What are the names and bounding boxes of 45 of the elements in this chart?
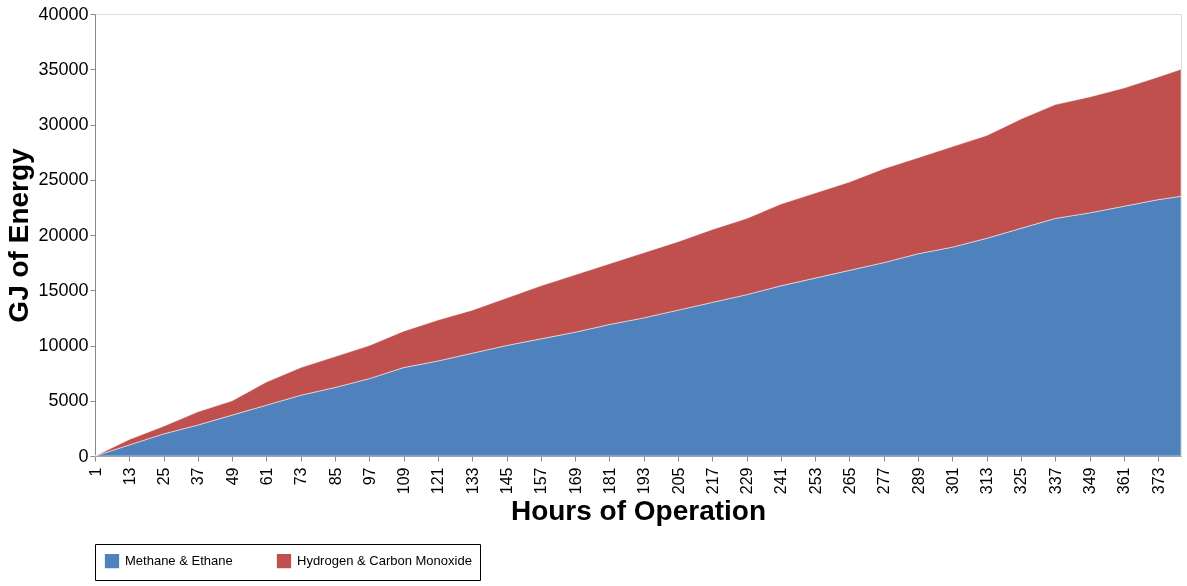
x-tick-label: 373 <box>1149 467 1167 495</box>
x-axis-title: Hours of Operation <box>510 495 767 527</box>
y-tick-label: 20000 <box>38 224 89 245</box>
x-tick-label: 73 <box>292 467 310 486</box>
x-tick-label: 169 <box>566 467 584 495</box>
y-tick-label: 15000 <box>38 279 89 300</box>
x-tick-label: 253 <box>806 467 824 495</box>
x-tick-label: 109 <box>395 467 413 495</box>
y-tick-label: 5000 <box>48 390 89 411</box>
x-tick-label: 349 <box>1081 467 1099 495</box>
x-tick-label: 97 <box>360 467 378 486</box>
x-tick-label: 205 <box>669 467 687 495</box>
legend-label: Methane & Ethane <box>125 553 233 569</box>
x-tick-label: 277 <box>875 467 893 495</box>
x-tick-label: 61 <box>257 467 275 486</box>
x-tick-label: 217 <box>703 467 721 495</box>
x-tick-label: 37 <box>189 467 207 486</box>
x-tick-label: 145 <box>498 467 516 495</box>
x-tick-label: 313 <box>978 467 996 495</box>
x-tick-label: 241 <box>772 467 790 495</box>
legend-label: Hydrogen & Carbon Monoxide <box>297 553 472 569</box>
x-tick-label: 193 <box>635 467 653 495</box>
x-tick-label: 337 <box>1046 467 1064 495</box>
x-tick-label: 289 <box>909 467 927 495</box>
x-tick-label: 121 <box>429 467 447 495</box>
x-tick-label: 85 <box>326 467 344 486</box>
y-tick-label: 35000 <box>38 58 89 79</box>
y-tick-label: 10000 <box>38 335 89 355</box>
y-tick-label: 40000 <box>38 3 89 24</box>
x-tick-label: 325 <box>1012 467 1030 495</box>
x-tick-label: 25 <box>155 467 173 486</box>
y-tick-label: 30000 <box>38 114 89 134</box>
x-tick-label: 49 <box>223 467 241 486</box>
x-tick-label: 13 <box>120 467 138 486</box>
x-tick-label: 301 <box>943 467 961 495</box>
x-tick-label: 361 <box>1115 467 1133 495</box>
x-tick-label: 181 <box>600 467 618 495</box>
x-tick-label: 1 <box>86 467 104 477</box>
y-tick-label: 25000 <box>38 169 89 190</box>
x-tick-label: 133 <box>463 467 481 495</box>
y-axis-title: GJ of Energy <box>3 147 35 323</box>
x-tick-label: 229 <box>738 467 756 495</box>
y-tick-label: 0 <box>78 445 89 466</box>
x-tick-label: 157 <box>532 467 550 495</box>
x-tick-label: 265 <box>840 467 858 495</box>
